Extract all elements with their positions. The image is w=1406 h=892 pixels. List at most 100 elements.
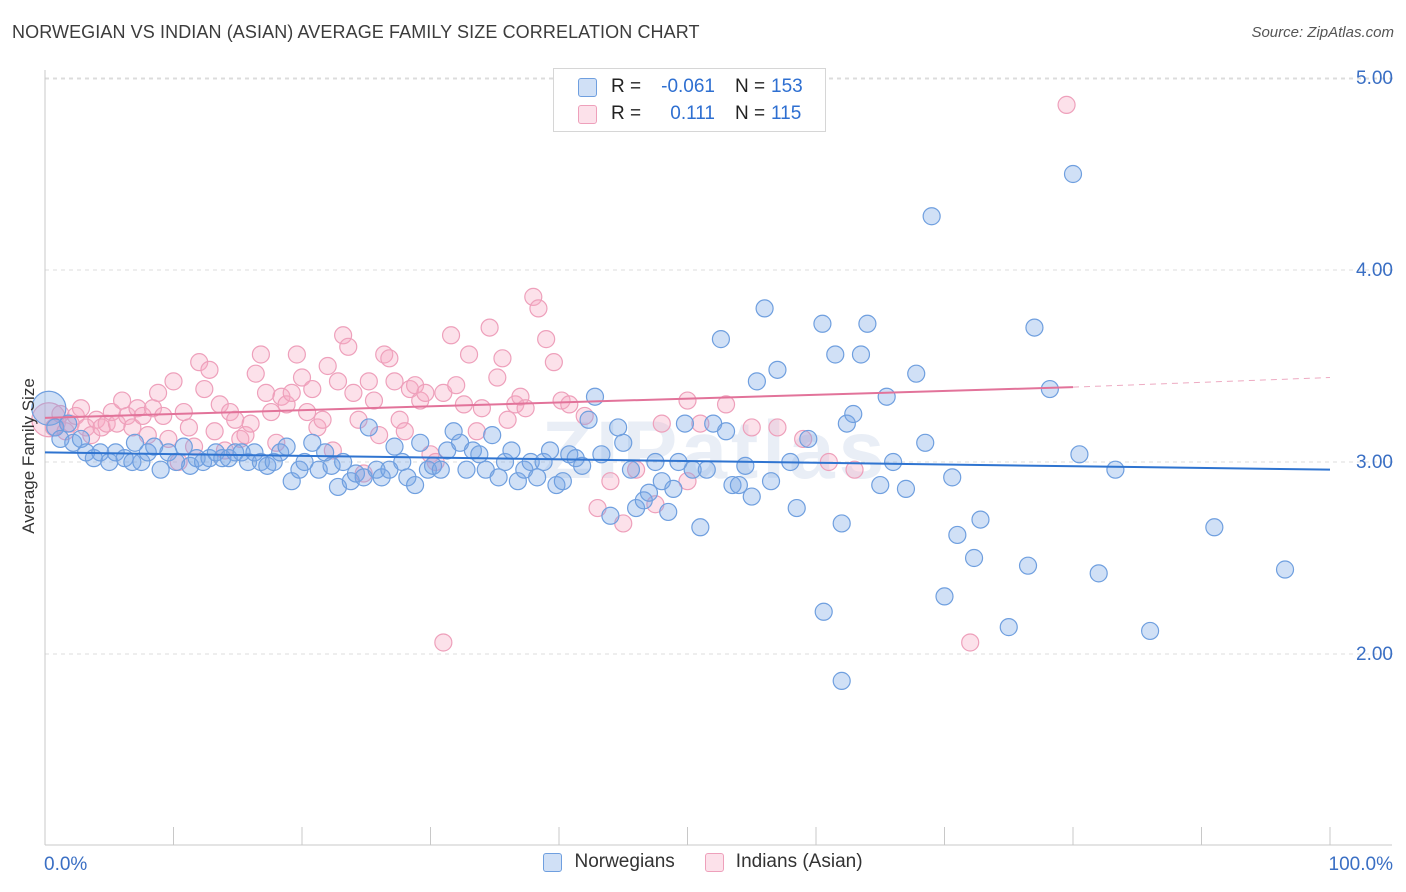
y-tick-label: 3.00: [1356, 452, 1393, 473]
y-tick-label: 4.00: [1356, 260, 1393, 281]
data-point: [659, 502, 678, 522]
source-label: Source: ZipAtlas.com: [1251, 24, 1394, 41]
data-point: [621, 460, 641, 479]
data-point: [1140, 621, 1160, 641]
series-indians-points: [31, 95, 1076, 652]
data-point: [447, 376, 466, 395]
y-tick-label: 5.00: [1356, 68, 1393, 89]
data-point: [747, 372, 766, 391]
data-point: [493, 349, 512, 368]
data-point: [441, 326, 461, 345]
n-label: N =: [735, 76, 766, 97]
y-axis-label: Average Family Size: [19, 378, 38, 534]
data-point: [877, 387, 896, 406]
data-point: [71, 399, 91, 418]
legend-row-norwegians: R = -0.061 N = 153: [578, 76, 803, 98]
r-value: -0.061: [661, 76, 715, 97]
data-point: [1089, 564, 1108, 583]
data-point: [151, 460, 170, 479]
r-value: 0.111: [670, 103, 715, 124]
data-point: [614, 433, 633, 452]
data-point: [1025, 318, 1044, 337]
data-point: [470, 445, 489, 464]
trend-extension-indians: [1072, 377, 1331, 388]
series-legend: Norwegians Indians (Asian): [0, 851, 1406, 873]
data-point: [916, 433, 935, 452]
data-point: [826, 345, 845, 364]
data-point: [585, 387, 605, 406]
data-point: [508, 472, 527, 491]
data-point: [251, 345, 270, 364]
data-point: [154, 406, 173, 426]
data-point: [318, 356, 337, 376]
data-point: [416, 383, 435, 402]
data-point: [502, 441, 521, 460]
n-value: 153: [771, 76, 803, 97]
data-point: [999, 618, 1018, 637]
data-point: [238, 452, 258, 472]
data-point: [858, 314, 877, 333]
data-point: [226, 443, 245, 462]
data-point: [813, 314, 832, 333]
swatch-pink: [578, 104, 597, 124]
data-point: [697, 460, 716, 479]
data-point: [896, 479, 916, 498]
data-point: [195, 379, 214, 399]
data-point: [322, 456, 341, 475]
data-point: [174, 402, 193, 422]
data-point: [755, 299, 774, 318]
data-point: [871, 475, 890, 495]
data-point: [295, 452, 314, 472]
data-point: [232, 443, 251, 462]
data-point: [393, 452, 412, 472]
data-point: [395, 422, 414, 441]
data-point: [292, 368, 312, 387]
chart-title: NORWEGIAN VS INDIAN (ASIAN) AVERAGE FAMI…: [12, 22, 700, 42]
data-point: [411, 433, 430, 452]
data-point: [1106, 460, 1125, 479]
legend-item-indians: Indians (Asian): [704, 851, 863, 873]
data-point: [245, 443, 264, 462]
data-point: [948, 525, 967, 545]
data-point: [303, 379, 322, 399]
data-point: [339, 337, 358, 356]
watermark: ZIPatlas: [542, 405, 888, 496]
data-point: [236, 426, 255, 445]
data-point: [716, 422, 736, 441]
data-point: [190, 353, 209, 372]
data-point: [553, 472, 572, 491]
data-point: [534, 452, 553, 472]
data-point: [431, 460, 450, 479]
data-point: [277, 395, 296, 414]
swatch-blue: [543, 852, 563, 872]
data-point: [609, 418, 628, 437]
swatch-blue: [578, 77, 597, 97]
data-point: [385, 372, 404, 391]
data-point: [537, 330, 556, 349]
data-point: [844, 404, 863, 424]
data-point: [467, 422, 486, 441]
data-point: [961, 633, 980, 652]
data-point: [592, 445, 611, 464]
data-point: [922, 207, 941, 226]
data-point: [601, 472, 620, 491]
r-label: R =: [611, 76, 642, 97]
data-point: [459, 345, 479, 364]
data-point: [943, 468, 962, 487]
data-point: [814, 602, 833, 621]
data-point: [794, 429, 813, 449]
data-point: [372, 468, 391, 487]
data-point: [483, 426, 502, 445]
data-point: [256, 383, 276, 402]
data-point: [344, 383, 363, 402]
data-point: [544, 353, 563, 372]
data-point: [845, 460, 864, 479]
data-point: [148, 383, 168, 402]
data-point: [664, 479, 683, 498]
x-tick-label: 100.0%: [1329, 854, 1394, 875]
data-point: [1275, 560, 1295, 579]
data-point: [200, 360, 219, 379]
data-point: [123, 418, 142, 437]
data-point: [334, 326, 353, 345]
data-point: [1205, 518, 1224, 537]
